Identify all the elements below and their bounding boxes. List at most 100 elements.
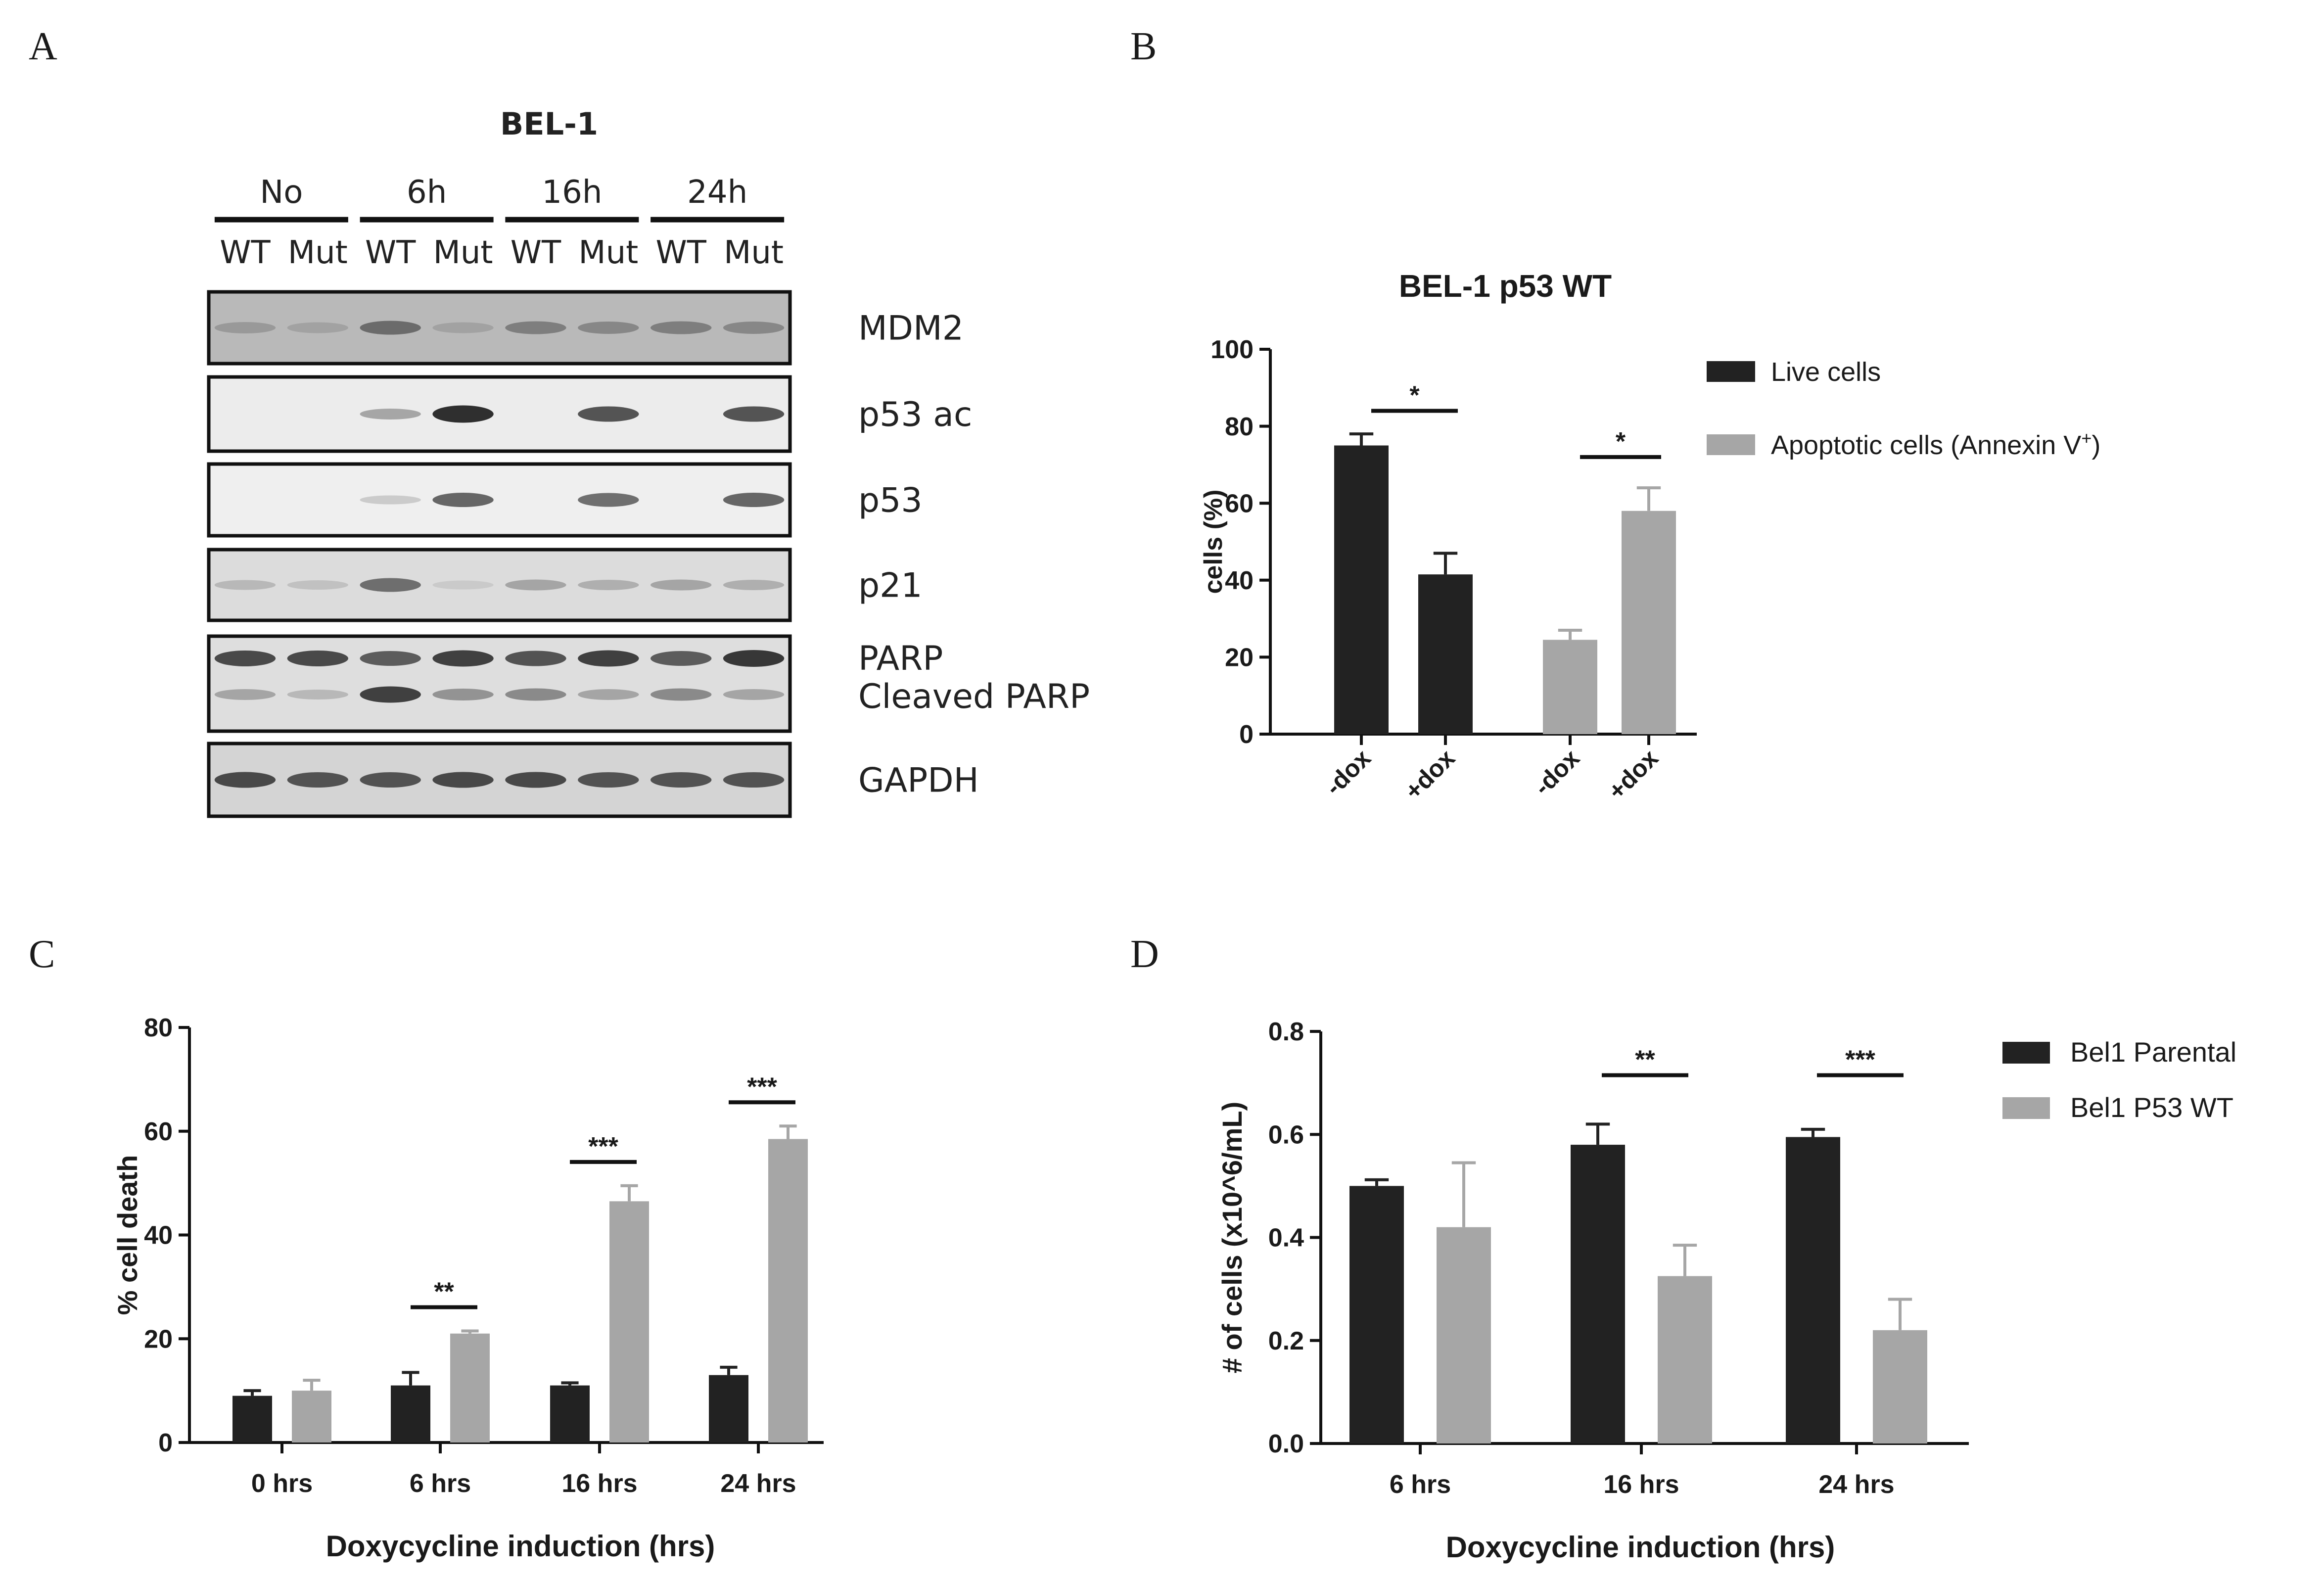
bar	[550, 1385, 590, 1443]
legend-label: Bel1 Parental	[2070, 1036, 2236, 1068]
blot-band	[360, 578, 421, 592]
blot-title: BEL-1	[500, 106, 598, 142]
significance-label: **	[434, 1278, 454, 1306]
blot-membrane	[207, 634, 792, 733]
legend-label: Apoptotic cells (Annexin V+)	[1771, 428, 2100, 461]
blot-band	[651, 579, 712, 591]
blot-band	[214, 772, 276, 788]
bar	[1571, 1145, 1625, 1443]
blot-band	[651, 321, 712, 334]
y-tick-label: 0	[1239, 720, 1254, 749]
significance-label: ***	[588, 1132, 618, 1161]
blot-lane-label: Mut	[433, 234, 493, 271]
blot-band	[432, 322, 494, 333]
y-axis-label: # of cells (x10^6/mL)	[1216, 1102, 1248, 1373]
legend-swatch	[1707, 361, 1755, 382]
blot-band	[432, 405, 494, 423]
bar	[1334, 445, 1389, 734]
panel-letter-c: C	[29, 932, 55, 976]
y-tick-label: 0.8	[1268, 1018, 1304, 1046]
x-tick-label: 24 hrs	[1818, 1470, 1894, 1499]
blot-lane-label: Mut	[288, 234, 348, 271]
blot-band	[723, 580, 785, 590]
blot-band	[360, 321, 421, 335]
legend-swatch	[2002, 1042, 2050, 1064]
blot-band-cleaved-parp	[287, 690, 348, 699]
bar	[609, 1201, 649, 1443]
blot-band	[723, 493, 785, 507]
panel-letter-b: B	[1130, 25, 1157, 68]
blot-band-cleaved-parp	[360, 686, 421, 703]
blot-band-parp	[360, 651, 421, 666]
x-tick-label: 16 hrs	[1603, 1470, 1679, 1499]
bar	[1437, 1227, 1491, 1443]
blot-membrane	[207, 375, 792, 453]
chart-b-live-apoptotic: BEL-1 p53 WT 0 20 40 60 80 100 cells (%) -dox +do…	[1199, 268, 2100, 805]
significance-label: ***	[1845, 1046, 1875, 1074]
bar	[709, 1375, 748, 1443]
blot-band-parp	[651, 651, 712, 666]
blot-band	[578, 493, 639, 507]
blot-time-label: 6h	[407, 174, 447, 211]
blot-band-parp	[214, 651, 276, 666]
blot-band	[360, 772, 421, 788]
blot-band	[214, 580, 276, 590]
blot-band	[723, 322, 785, 334]
y-tick-label: 0.4	[1268, 1224, 1304, 1253]
bar	[1786, 1137, 1840, 1443]
blot-band-parp	[578, 650, 639, 667]
western-blot-panel: BEL-1 No 6h 16h 24h WT Mut WT Mut WT Mut WT Mut MDM2 p…	[207, 106, 1090, 818]
blot-band-cleaved-parp	[505, 688, 566, 701]
blot-lane-label: WT	[511, 234, 561, 271]
blot-band	[360, 409, 421, 419]
y-axis-label: cells (%)	[1199, 490, 1228, 594]
y-tick-label: 60	[1225, 489, 1254, 518]
blot-band	[360, 495, 421, 505]
blot-band	[505, 772, 566, 788]
chart-title: BEL-1 p53 WT	[1399, 268, 1612, 304]
blot-lane-label: WT	[365, 234, 416, 271]
x-axis-label: Doxycycline induction (hrs)	[326, 1530, 715, 1563]
x-tick-label: 6 hrs	[1390, 1470, 1451, 1499]
y-tick-label: 60	[144, 1117, 173, 1146]
blot-time-label: 16h	[542, 174, 602, 211]
blot-row-label: p53	[858, 481, 923, 520]
blot-band	[287, 322, 348, 333]
y-tick-label: 20	[1225, 644, 1254, 672]
blot-row-label: GAPDH	[858, 761, 979, 800]
y-tick-label: 20	[144, 1325, 173, 1353]
blot-band	[723, 406, 785, 422]
significance-label: ***	[747, 1072, 777, 1101]
blot-time-label: 24h	[687, 174, 747, 211]
bar	[1622, 511, 1676, 734]
y-tick-label: 0.0	[1268, 1430, 1304, 1458]
y-axis-label: % cell death	[112, 1155, 143, 1315]
blot-time-label: No	[260, 174, 303, 211]
blot-band	[578, 322, 639, 334]
bar	[232, 1396, 272, 1443]
blot-band	[505, 321, 566, 334]
blot-band	[432, 772, 494, 788]
blot-band	[432, 580, 494, 590]
x-tick-label: 24 hrs	[720, 1469, 796, 1498]
bar	[768, 1139, 808, 1443]
chart-d-cell-count: 0.0 0.2 0.4 0.6 0.8 # of cells (x10^6/mL) 6 hr…	[1216, 1018, 2236, 1564]
blot-band-parp	[287, 651, 348, 666]
blot-membrane	[207, 462, 792, 538]
x-axis-label: Doxycycline induction (hrs)	[1446, 1531, 1835, 1564]
blot-band	[578, 406, 639, 422]
blot-row-label: PARP	[858, 639, 943, 678]
blot-row-label: p21	[858, 566, 923, 605]
blot-band-parp	[505, 651, 566, 666]
blot-band	[723, 772, 785, 788]
x-tick-label: 6 hrs	[410, 1469, 471, 1498]
y-tick-label: 0.6	[1268, 1120, 1304, 1149]
x-tick-label: -dox	[1320, 744, 1376, 800]
blot-band	[287, 580, 348, 590]
blot-band-cleaved-parp	[214, 689, 276, 700]
blot-band	[578, 580, 639, 590]
bar	[450, 1333, 490, 1443]
significance-label: *	[1409, 381, 1420, 410]
y-tick-label: 40	[144, 1221, 173, 1250]
